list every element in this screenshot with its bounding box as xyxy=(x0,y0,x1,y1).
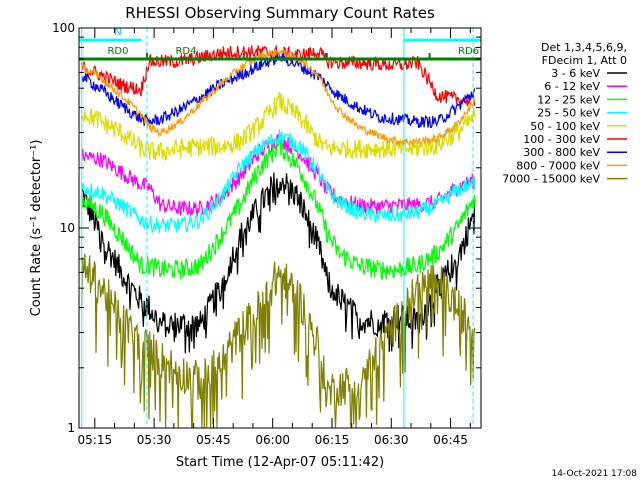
legend-label: 800 - 7000 keV xyxy=(516,159,600,172)
x-tick-label: 06:15 xyxy=(315,433,350,447)
y-tick-label: 100 xyxy=(52,21,75,35)
y-tick-label: 1 xyxy=(67,421,75,435)
chart-title: RHESSI Observing Summary Count Rates xyxy=(125,4,435,22)
legend-label: 6 - 12 keV xyxy=(544,80,600,93)
legend-label: 100 - 300 keV xyxy=(523,133,600,146)
legend-label: 50 - 100 keV xyxy=(530,120,600,133)
timestamp: 14-Oct-2021 17:08 xyxy=(552,469,638,479)
legend-label: 7000 - 15000 keV xyxy=(502,173,600,186)
series-line-7000to15000keV xyxy=(81,253,476,428)
x-tick-label: 05:15 xyxy=(78,433,113,447)
legend-header-line-2: FDecim 1, Att 0 xyxy=(542,54,627,67)
legend-label: 3 - 6 keV xyxy=(551,67,600,80)
x-tick-label: 06:00 xyxy=(255,433,290,447)
legend-label: 25 - 50 keV xyxy=(537,107,600,120)
segment-label: N xyxy=(114,27,121,38)
series-line-50to100keV xyxy=(81,91,476,162)
segment-label: RD4 xyxy=(175,46,196,57)
x-tick-label: 06:30 xyxy=(374,433,409,447)
y-tick-label: 10 xyxy=(60,221,75,235)
y-axis: 1 10 100 xyxy=(52,21,481,435)
x-axis-label: Start Time (12-Apr-07 05:11:42) xyxy=(176,455,384,470)
segment-label: RD6 xyxy=(458,46,479,57)
y-axis-label: Count Rate (s⁻¹ detector⁻¹) xyxy=(29,140,44,317)
legend-header-line-1: Det 1,3,4,5,6,9, xyxy=(541,41,627,54)
x-tick-label: 06:45 xyxy=(433,433,468,447)
legend-label: 300 - 800 keV xyxy=(523,146,600,159)
plot-series xyxy=(81,44,476,428)
series-line-3to6keV xyxy=(81,172,476,354)
legend-label: 12 - 25 keV xyxy=(537,93,600,106)
x-axis: 05:15 05:30 05:45 06:00 06:15 06:30 06:45 xyxy=(78,28,471,447)
x-tick-label: 05:30 xyxy=(137,433,172,447)
series-line-12to25keV xyxy=(81,135,476,281)
x-tick-label: 05:45 xyxy=(196,433,231,447)
segment-label: RD0 xyxy=(107,46,128,57)
